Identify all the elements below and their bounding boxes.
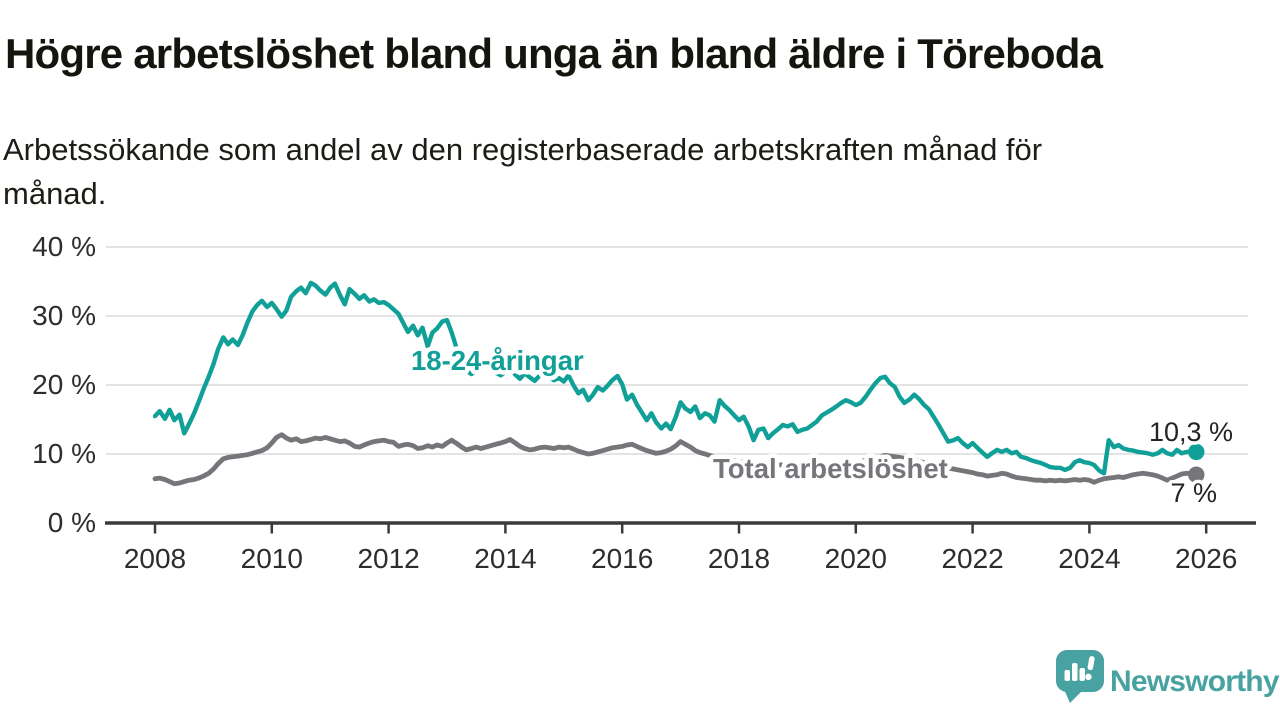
page-subtitle: Arbetssökande som andel av den registerb… <box>3 128 1223 216</box>
x-axis-label-2010: 2010 <box>241 543 303 574</box>
logo-bar-mid <box>1079 668 1085 681</box>
series-label-total: Total arbetslöshet <box>713 453 948 484</box>
x-axis-label-2026: 2026 <box>1175 543 1237 574</box>
series-end-dot-total <box>1188 466 1205 483</box>
subtitle-line-1: Arbetssökande som andel av den registerb… <box>3 132 1043 167</box>
x-axis-label-2020: 2020 <box>825 543 887 574</box>
x-axis-label-2018: 2018 <box>708 543 770 574</box>
end-value-label-total: 7 % <box>1170 478 1217 508</box>
logo-bar-short <box>1064 670 1070 681</box>
page-title: Högre arbetslöshet bland unga än bland ä… <box>5 30 1103 77</box>
newsworthy-logo-icon <box>1056 650 1104 703</box>
x-axis-label-2014: 2014 <box>474 543 536 574</box>
y-axis-label-20: 20 % <box>32 369 96 400</box>
series-label-youth: 18-24-åringar <box>411 345 584 376</box>
y-axis-label-0: 0 % <box>48 507 96 538</box>
x-axis-label-2008: 2008 <box>124 543 186 574</box>
logo-bar-tall <box>1072 663 1078 681</box>
end-value-label-youth: 10,3 % <box>1149 417 1233 447</box>
x-axis-label-2016: 2016 <box>591 543 653 574</box>
y-axis-label-30: 30 % <box>32 300 96 331</box>
subtitle-line-2: månad. <box>3 176 107 211</box>
series-end-dot-youth <box>1188 443 1205 461</box>
series-line-total <box>152 432 1199 487</box>
logo-exclamation-icon <box>1085 656 1095 681</box>
y-axis-label-10: 10 % <box>32 438 96 469</box>
x-axis-label-2022: 2022 <box>941 543 1003 574</box>
newsworthy-logo: Newsworthy <box>1056 650 1280 703</box>
series-line-youth <box>152 280 1199 476</box>
newsworthy-logo-text: Newsworthy <box>1110 665 1280 698</box>
x-axis-label-2024: 2024 <box>1058 543 1120 574</box>
y-axis-label-40: 40 % <box>32 231 96 262</box>
x-axis-label-2012: 2012 <box>357 543 419 574</box>
